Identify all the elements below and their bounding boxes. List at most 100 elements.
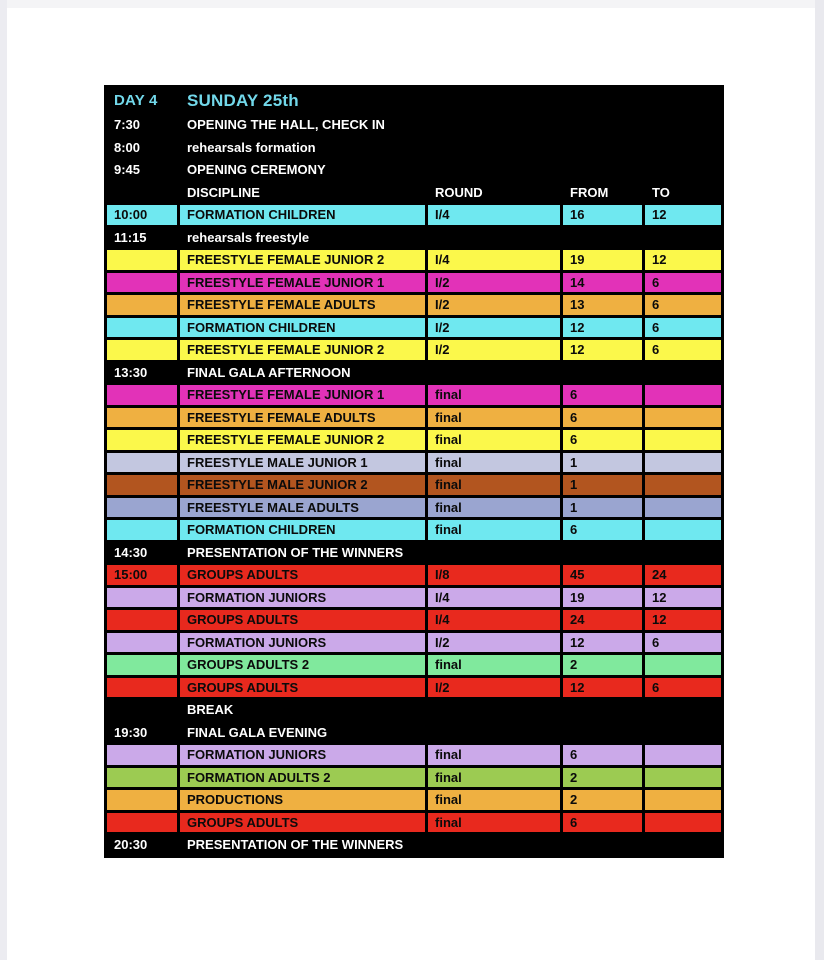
to-cell (641, 472, 725, 498)
schedule-row: DISCIPLINE ROUND FROM TO (104, 179, 725, 205)
round-cell: I/2 (425, 292, 563, 318)
from-cell: 12 (560, 337, 645, 363)
time-cell (104, 494, 180, 520)
discipline-cell: FREESTYLE FEMALE JUNIOR 1 (177, 382, 428, 408)
from-cell: 1 (560, 472, 645, 498)
schedule-row: FREESTYLE MALE JUNIOR 1 final 1 (104, 449, 725, 475)
discipline-cell: FREESTYLE MALE JUNIOR 1 (177, 449, 428, 475)
round-cell: final (425, 809, 563, 835)
from-cell: 16 (560, 202, 645, 228)
date-label: SUNDAY 25th (176, 85, 725, 115)
discipline-cell: FORMATION CHILDREN (177, 517, 428, 543)
time-cell (104, 382, 180, 408)
to-cell: 6 (641, 314, 725, 340)
from-cell: 2 (560, 764, 645, 790)
to-cell: 6 (641, 674, 725, 700)
to-cell (641, 404, 725, 430)
schedule-row: FREESTYLE FEMALE JUNIOR 1 I/2 14 6 (104, 269, 725, 295)
round-cell: final (425, 742, 563, 768)
round-cell: I/2 (425, 337, 563, 363)
schedule-row: FORMATION JUNIORS I/2 12 6 (104, 629, 725, 655)
from-cell: 6 (560, 382, 645, 408)
time-cell (104, 787, 180, 813)
round-cell: final (425, 382, 563, 408)
discipline-cell: FORMATION JUNIORS (177, 742, 428, 768)
round-cell: final (425, 787, 563, 813)
discipline-cell: FREESTYLE FEMALE ADULTS (177, 292, 428, 318)
discipline-cell: GROUPS ADULTS (177, 674, 428, 700)
to-cell (641, 494, 725, 520)
time-cell (104, 449, 180, 475)
round-cell: final (425, 427, 563, 453)
time-cell (104, 809, 180, 835)
to-cell: 24 (641, 562, 725, 588)
schedule-row: FORMATION ADULTS 2 final 2 (104, 764, 725, 790)
discipline-cell: FREESTYLE FEMALE JUNIOR 1 (177, 269, 428, 295)
time-cell (104, 584, 180, 610)
from-cell: 19 (560, 584, 645, 610)
to-cell (641, 382, 725, 408)
from-cell: 14 (560, 269, 645, 295)
from-cell: 2 (560, 787, 645, 813)
round-cell: I/8 (425, 562, 563, 588)
round-cell: I/4 (425, 607, 563, 633)
schedule-row: FORMATION CHILDREN final 6 (104, 517, 725, 543)
round-cell: final (425, 764, 563, 790)
to-cell (641, 427, 725, 453)
from-cell: 24 (560, 607, 645, 633)
column-header-discipline: DISCIPLINE (177, 179, 428, 205)
round-cell: I/4 (425, 584, 563, 610)
discipline-cell: FREESTYLE FEMALE JUNIOR 2 (177, 427, 428, 453)
from-cell: 2 (560, 652, 645, 678)
discipline-cell: FREESTYLE FEMALE JUNIOR 2 (177, 247, 428, 273)
time-cell (104, 517, 180, 543)
discipline-cell: FREESTYLE MALE JUNIOR 2 (177, 472, 428, 498)
schedule-row: PRODUCTIONS final 2 (104, 787, 725, 813)
time-cell: 9:45 (104, 157, 180, 183)
from-cell: 45 (560, 562, 645, 588)
from-cell: 12 (560, 674, 645, 700)
column-header-round: ROUND (425, 179, 563, 205)
to-cell: 6 (641, 292, 725, 318)
time-cell: 11:15 (104, 224, 180, 250)
from-cell: 6 (560, 427, 645, 453)
page-right-shade (815, 0, 824, 960)
round-cell: final (425, 517, 563, 543)
to-cell (641, 787, 725, 813)
discipline-cell: FORMATION JUNIORS (177, 584, 428, 610)
time-cell (104, 337, 180, 363)
day-label: DAY 4 (104, 85, 180, 115)
schedule-row: FREESTYLE FEMALE JUNIOR 1 final 6 (104, 382, 725, 408)
from-cell: 6 (560, 742, 645, 768)
time-cell (104, 472, 180, 498)
time-cell (104, 629, 180, 655)
time-cell (104, 742, 180, 768)
info-text-cell: FINAL GALA AFTERNOON (176, 359, 725, 385)
time-cell (104, 292, 180, 318)
info-text-cell: PRESENTATION OF THE WINNERS (176, 539, 725, 565)
time-cell: 19:30 (104, 719, 180, 745)
info-text-cell: rehearsals formation (176, 134, 725, 160)
schedule-row: FREESTYLE MALE ADULTS final 1 (104, 494, 725, 520)
schedule-row: 15:00 GROUPS ADULTS I/8 45 24 (104, 562, 725, 588)
discipline-cell: PRODUCTIONS (177, 787, 428, 813)
discipline-cell: FREESTYLE FEMALE JUNIOR 2 (177, 337, 428, 363)
to-cell: 12 (641, 584, 725, 610)
round-cell: I/4 (425, 202, 563, 228)
time-cell (104, 607, 180, 633)
schedule-row: 19:30 FINAL GALA EVENING (104, 719, 725, 745)
time-cell (104, 314, 180, 340)
schedule-row: 14:30 PRESENTATION OF THE WINNERS (104, 539, 725, 565)
from-cell: 12 (560, 314, 645, 340)
from-cell: 6 (560, 404, 645, 430)
info-text-cell: FINAL GALA EVENING (176, 719, 725, 745)
schedule-row: BREAK (104, 697, 725, 723)
schedule-row: 8:00 rehearsals formation (104, 134, 725, 160)
discipline-cell: GROUPS ADULTS (177, 809, 428, 835)
to-cell (641, 517, 725, 543)
round-cell: I/4 (425, 247, 563, 273)
round-cell: I/2 (425, 314, 563, 340)
to-cell (641, 449, 725, 475)
schedule-row: GROUPS ADULTS I/2 12 6 (104, 674, 725, 700)
time-cell (104, 179, 180, 205)
